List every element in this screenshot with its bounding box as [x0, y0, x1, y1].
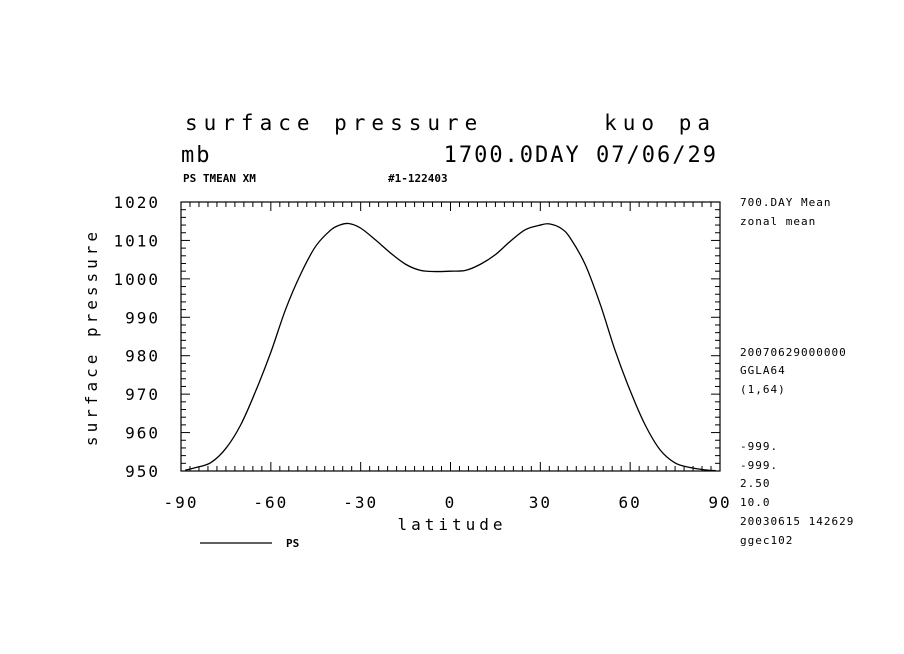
- y-tick-label: 1010: [113, 231, 160, 250]
- time-label: 1700.0DAY 07/06/29: [444, 143, 718, 168]
- x-axis-label: latitude: [397, 515, 506, 534]
- y-axis-label: surface pressure: [82, 228, 101, 446]
- units-label: mb: [181, 143, 212, 168]
- run-label: #1-122403: [388, 172, 448, 185]
- x-tick-label: -30: [343, 493, 378, 512]
- x-tick-label: 90: [708, 493, 731, 512]
- side-info-line: 10.0: [740, 496, 771, 509]
- x-tick-label: -60: [253, 493, 288, 512]
- side-info-line: -999.: [740, 459, 778, 472]
- variable-label: PS TMEAN XM: [183, 172, 256, 185]
- y-tick-label: 960: [125, 424, 160, 443]
- y-tick-label: 970: [125, 385, 160, 404]
- side-info-line: ggec102: [740, 534, 793, 547]
- plot-frame: [180, 201, 721, 472]
- x-tick-label: -90: [164, 493, 199, 512]
- side-info-line: 2.50: [740, 477, 771, 490]
- y-tick-label: 1020: [113, 193, 160, 212]
- x-tick-labels: -90 -60 -30 0 30 60 90: [164, 493, 731, 512]
- y-tick-labels: 950 960 970 980 990 1000 1010 1020: [113, 193, 160, 481]
- y-tick-label: 990: [125, 308, 160, 327]
- plot-title: surface pressure: [185, 111, 483, 135]
- x-tick-label: 60: [619, 493, 642, 512]
- side-info-line: zonal mean: [740, 215, 816, 228]
- series-line-ps: [185, 222, 716, 472]
- title-right: kuo pa: [604, 111, 716, 135]
- x-tick-label: 0: [445, 493, 457, 512]
- side-info-line: 20030615 142629: [740, 515, 854, 528]
- legend-label: PS: [286, 537, 299, 550]
- y-tick-label: 980: [125, 347, 160, 366]
- side-info-line: GGLA64: [740, 364, 786, 377]
- side-info-line: (1,64): [740, 383, 786, 396]
- side-info-line: -999.: [740, 440, 778, 453]
- y-tick-label: 950: [125, 462, 160, 481]
- side-info-line: 700.DAY Mean: [740, 196, 831, 209]
- x-tick-label: 30: [529, 493, 552, 512]
- y-tick-label: 1000: [113, 270, 160, 289]
- axis-ticks: [180, 201, 721, 472]
- side-info-line: 20070629000000: [740, 346, 847, 359]
